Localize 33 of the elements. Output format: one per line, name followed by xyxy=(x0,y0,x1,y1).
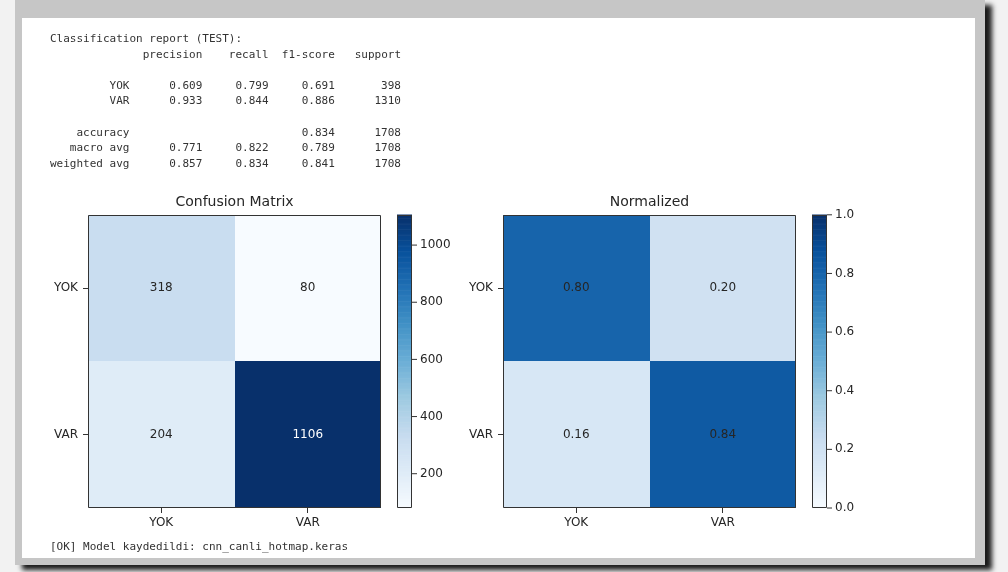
x-tick-label: YOK xyxy=(563,515,590,530)
color-bar-label: 1000 xyxy=(420,237,451,252)
text: VAR 0.933 0.844 0.886 1310 xyxy=(109,94,401,108)
color-bar-label: 0.4 xyxy=(835,382,855,397)
color-bar-label: 0.0 xyxy=(835,500,855,515)
text: [OK] Model kaydedildi: cnn_canli_hotmap.keras xyxy=(50,540,349,553)
data-label: 80 xyxy=(300,280,316,295)
x-tick-label: YOK xyxy=(148,515,175,530)
text: precision recall f1-score support xyxy=(142,47,401,61)
data-label: 204 xyxy=(149,426,173,441)
color-bar-label: 400 xyxy=(420,408,443,423)
text: macro avg 0.771 0.822 0.789 1708 xyxy=(69,141,401,155)
color-bar-label: 600 xyxy=(420,351,443,366)
text: accuracy 0.834 1708 xyxy=(76,125,401,139)
x-tick-label: VAR xyxy=(295,515,320,530)
chart-title: Normalized xyxy=(609,193,690,210)
text: Classification report (TEST): xyxy=(50,32,243,45)
color-bar-label: 1.0 xyxy=(835,206,855,221)
data-label: 318 xyxy=(149,280,173,295)
data-label: 0.84 xyxy=(709,426,737,441)
text: YOK 0.609 0.799 0.691 398 xyxy=(109,78,401,92)
color-bar-label: 0.2 xyxy=(835,441,855,456)
color-bar-label: 0.8 xyxy=(835,265,855,280)
x-tick-label: VAR xyxy=(710,515,735,530)
data-label: 0.80 xyxy=(562,280,590,295)
color-bar-label: 0.6 xyxy=(835,324,855,339)
data-label: 0.16 xyxy=(562,426,590,441)
data-label: 1106 xyxy=(292,426,324,441)
text: weighted avg 0.857 0.834 0.841 1708 xyxy=(50,156,401,170)
color-bar-label: 800 xyxy=(420,294,443,309)
data-label: 0.20 xyxy=(709,280,737,295)
color-bar-label: 200 xyxy=(420,465,443,480)
chart-title: Confusion Matrix xyxy=(175,193,294,210)
